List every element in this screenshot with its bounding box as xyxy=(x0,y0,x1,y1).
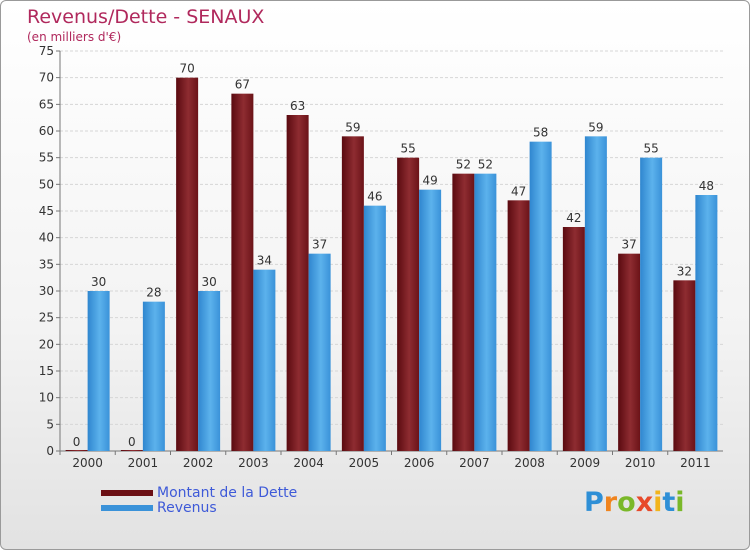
data-label-revenus: 34 xyxy=(257,254,272,268)
labels: 0 5 10 15 20 25 30 35 40 45 50 55 60 65 70 75 2000 0 30 200… xyxy=(39,44,714,470)
data-label-dette: 32 xyxy=(677,264,692,278)
data-label-dette: 37 xyxy=(621,238,636,252)
y-tick-label: 45 xyxy=(39,204,54,218)
bar-dette xyxy=(65,450,88,451)
bars xyxy=(65,77,718,452)
data-label-revenus: 30 xyxy=(91,275,106,289)
y-tick-label: 55 xyxy=(39,151,54,165)
x-tick-label: 2004 xyxy=(293,456,324,470)
legend-swatch-dette xyxy=(101,490,153,496)
data-label-dette: 63 xyxy=(290,99,305,113)
data-label-revenus: 52 xyxy=(478,158,493,172)
logo-letter: i xyxy=(653,487,663,518)
data-label-dette: 70 xyxy=(179,62,194,76)
x-tick-label: 2008 xyxy=(514,456,545,470)
x-tick-label: 2003 xyxy=(238,456,269,470)
x-tick-label: 2005 xyxy=(349,456,380,470)
y-tick-label: 30 xyxy=(39,284,54,298)
data-label-revenus: 55 xyxy=(643,142,658,156)
data-label-dette: 0 xyxy=(128,435,136,449)
bar-dette xyxy=(618,253,641,451)
y-tick-label: 25 xyxy=(39,311,54,325)
y-tick-label: 75 xyxy=(39,44,54,58)
logo-letter: t xyxy=(662,487,676,518)
data-label-dette: 55 xyxy=(400,142,415,156)
bar-dette xyxy=(341,136,364,452)
bar-dette xyxy=(286,115,309,451)
x-tick-label: 2001 xyxy=(128,456,159,470)
legend-label-revenus: Revenus xyxy=(157,500,217,516)
y-tick-label: 65 xyxy=(39,97,54,111)
legend-label-dette: Montant de la Dette xyxy=(157,485,298,501)
grid xyxy=(56,50,723,455)
data-label-revenus: 48 xyxy=(699,179,714,193)
y-tick-label: 60 xyxy=(39,124,54,138)
y-tick-label: 10 xyxy=(39,391,54,405)
data-label-revenus: 49 xyxy=(422,174,437,188)
proxiti-logo: Proxiti xyxy=(584,487,685,518)
y-tick-label: 35 xyxy=(39,257,54,271)
x-tick-label: 2009 xyxy=(570,456,601,470)
bar-revenus xyxy=(474,173,497,451)
data-label-revenus: 30 xyxy=(201,275,216,289)
x-tick-label: 2010 xyxy=(625,456,656,470)
bar-revenus xyxy=(198,291,221,451)
bar-revenus xyxy=(363,205,386,451)
bar-dette xyxy=(507,200,530,451)
data-label-dette: 0 xyxy=(73,435,81,449)
bar-revenus xyxy=(253,269,276,451)
x-tick-label: 2000 xyxy=(72,456,103,470)
logo-letter: i xyxy=(675,487,685,518)
legend-swatch-revenus xyxy=(101,505,153,511)
bar-revenus xyxy=(142,301,165,451)
bar-dette xyxy=(397,157,420,451)
x-tick-label: 2002 xyxy=(183,456,214,470)
logo-letter: x xyxy=(635,487,654,518)
bar-dette xyxy=(673,280,696,451)
logo-letter: r xyxy=(603,487,618,518)
bar-revenus xyxy=(695,195,718,451)
y-tick-label: 0 xyxy=(46,444,54,458)
data-label-revenus: 58 xyxy=(533,126,548,140)
x-tick-label: 2007 xyxy=(459,456,490,470)
y-tick-label: 40 xyxy=(39,231,54,245)
bar-dette xyxy=(562,227,585,451)
y-tick-label: 15 xyxy=(39,364,54,378)
bar-dette xyxy=(452,173,475,451)
y-tick-label: 20 xyxy=(39,337,54,351)
bar-dette xyxy=(176,77,199,452)
bar-dette xyxy=(231,93,254,452)
logo-letter: P xyxy=(584,487,604,518)
x-tick-label: 2011 xyxy=(680,456,711,470)
chart-subtitle: (en milliers d'€) xyxy=(27,30,122,44)
data-label-revenus: 37 xyxy=(312,238,327,252)
data-label-dette: 59 xyxy=(345,120,360,134)
data-label-dette: 67 xyxy=(235,78,250,92)
bar-revenus xyxy=(419,189,442,451)
y-tick-label: 5 xyxy=(46,417,54,431)
bar-revenus xyxy=(308,253,331,451)
bar-revenus xyxy=(87,291,110,451)
data-label-dette: 47 xyxy=(511,184,526,198)
y-tick-label: 50 xyxy=(39,177,54,191)
data-label-dette: 52 xyxy=(456,158,471,172)
data-label-revenus: 46 xyxy=(367,190,382,204)
bar-revenus xyxy=(640,157,663,451)
logo-letter: o xyxy=(617,487,636,518)
data-label-revenus: 59 xyxy=(588,120,603,134)
x-tick-label: 2006 xyxy=(404,456,435,470)
chart-title: Revenus/Dette - SENAUX xyxy=(27,6,265,28)
data-label-dette: 42 xyxy=(566,211,581,225)
bar-revenus xyxy=(584,136,607,452)
bar-revenus xyxy=(529,141,552,451)
bar-dette xyxy=(120,450,143,451)
data-label-revenus: 28 xyxy=(146,286,161,300)
y-tick-label: 70 xyxy=(39,71,54,85)
